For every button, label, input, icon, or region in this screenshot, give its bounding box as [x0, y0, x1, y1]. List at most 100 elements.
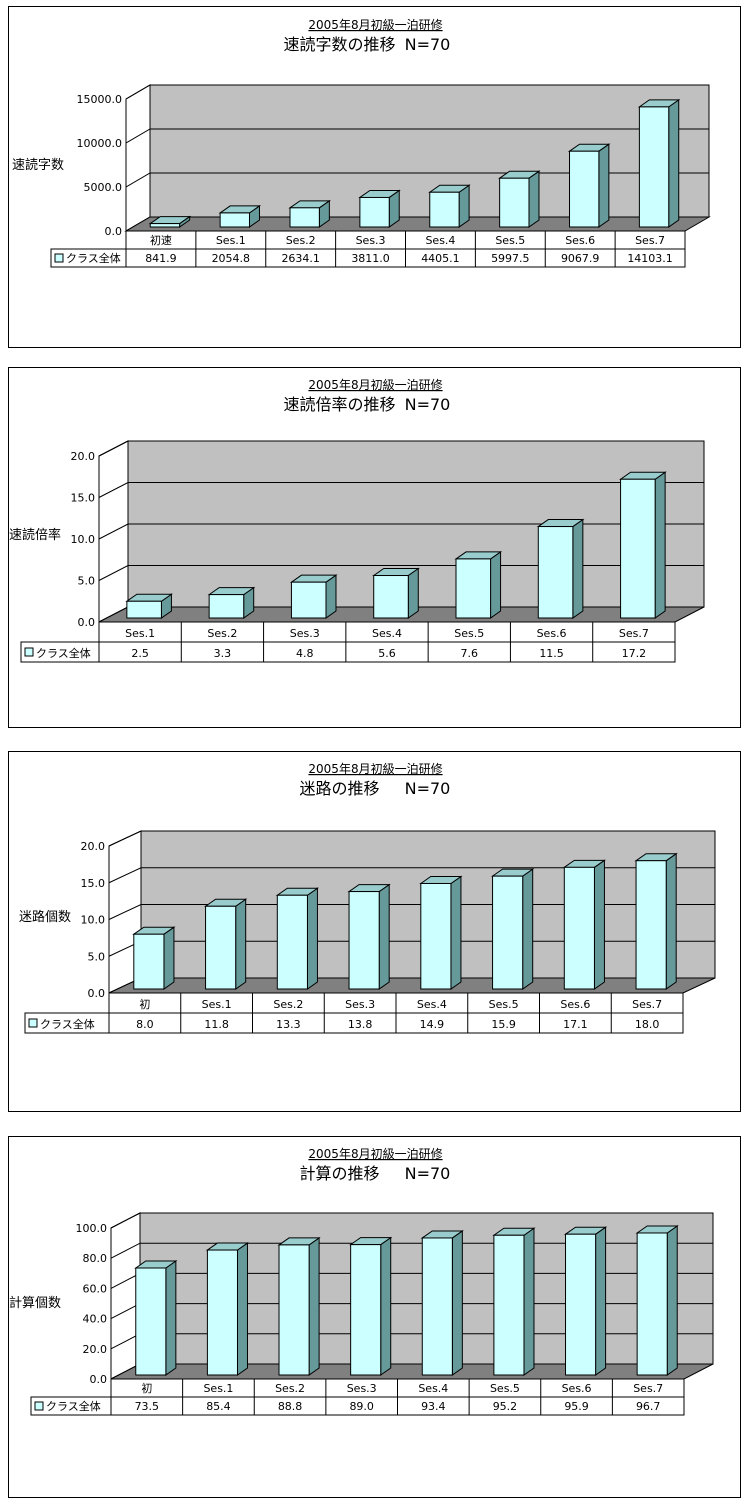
y-tick-label: 80.0	[83, 1252, 108, 1265]
bar-side	[236, 1242, 248, 1376]
bar-side	[595, 1226, 607, 1376]
data-label: 11.8	[204, 1018, 229, 1031]
gridline	[125, 128, 709, 144]
x-tick-label: Ses.1	[216, 234, 246, 247]
chart-subtitle: 2005年8月初級一泊研修	[308, 1146, 442, 1161]
y-tick-label: 20.0	[83, 1343, 108, 1356]
data-label: 13.3	[276, 1018, 301, 1031]
y-tick-label: 15.0	[71, 492, 96, 505]
x-tick-label: Ses.5	[489, 998, 519, 1011]
bar	[135, 1267, 167, 1376]
y-tick-label: 5.0	[78, 575, 96, 588]
gridline	[98, 440, 704, 457]
bar-side	[450, 875, 462, 990]
y-tick-label: 10.0	[81, 914, 106, 927]
bar-side	[308, 1236, 320, 1376]
bar	[205, 905, 237, 990]
gridline	[98, 565, 704, 581]
legend-label: クラス全体	[46, 1399, 101, 1413]
data-label: 3.3	[214, 647, 232, 660]
x-tick-label: Ses.6	[560, 998, 590, 1011]
data-label: 841.9	[145, 252, 177, 265]
bar	[635, 860, 667, 990]
y-tick-label: 0.0	[88, 987, 106, 1000]
gridline	[108, 867, 715, 884]
x-tick-label: Ses.4	[418, 1382, 448, 1395]
data-label: 93.4	[421, 1400, 446, 1413]
x-tick-label: Ses.3	[290, 627, 320, 640]
data-label: 17.1	[563, 1018, 588, 1031]
x-tick-label: Ses.2	[286, 234, 316, 247]
legend-swatch	[54, 253, 64, 263]
bar-side	[306, 887, 318, 990]
bar-side	[572, 518, 584, 619]
gridline	[98, 523, 704, 540]
bar	[276, 894, 308, 990]
bar-side	[490, 550, 502, 619]
y-tick-label: 20.0	[71, 450, 96, 463]
chart-subtitle: 2005年8月初級一泊研修	[308, 17, 442, 32]
y-tick-label: 0.0	[90, 1373, 108, 1386]
bar	[455, 558, 492, 619]
data-label: 3811.0	[351, 252, 390, 265]
bar-side	[668, 98, 680, 228]
x-tick-label: Ses.3	[345, 998, 375, 1011]
chart-subtitle: 2005年8月初級一泊研修	[308, 377, 442, 392]
data-label: 88.8	[278, 1400, 303, 1413]
data-label: 5.6	[378, 647, 396, 660]
data-label: 11.5	[539, 647, 564, 660]
gridline	[108, 830, 715, 847]
bar	[348, 891, 380, 990]
data-label: 4.8	[296, 647, 314, 660]
y-axis-label: 速読倍率	[9, 527, 61, 543]
bar	[492, 875, 524, 990]
plot-floor	[108, 977, 716, 994]
bar	[133, 933, 165, 990]
data-label: 8.0	[136, 1018, 154, 1031]
bar	[206, 1249, 238, 1376]
legend-swatch	[28, 1018, 38, 1028]
bar-side	[593, 859, 605, 990]
bar	[537, 526, 574, 619]
bar	[620, 478, 656, 619]
table-value-row	[30, 1396, 685, 1416]
chart-panel-reading-ratio: 2005年8月初級一泊研修 速読倍率の推移 N=70 速読倍率 0.0 5.0 10.0 15…	[8, 367, 741, 728]
data-label: 14103.1	[627, 252, 673, 265]
x-tick-label: Ses.5	[490, 1382, 520, 1395]
bar-side	[380, 1236, 392, 1376]
bar-side	[523, 1227, 535, 1376]
y-tick-label: 40.0	[83, 1313, 108, 1326]
chart-n-label: N=70	[405, 35, 451, 54]
table-value-row	[20, 641, 676, 663]
bar	[149, 223, 181, 228]
x-tick-label: Ses.2	[273, 998, 303, 1011]
x-tick-label: Ses.7	[633, 1382, 663, 1395]
y-tick-label: 5.0	[88, 950, 106, 963]
chart-subtitle: 2005年8月初級一泊研修	[308, 761, 442, 776]
y-tick-label: 60.0	[83, 1282, 108, 1295]
data-label: 95.2	[493, 1400, 518, 1413]
data-label: 17.2	[622, 647, 647, 660]
bar	[373, 575, 409, 619]
x-tick-label: Ses.6	[562, 1382, 592, 1395]
data-label: 2054.8	[212, 252, 251, 265]
bar-side	[654, 471, 666, 619]
chart-n-label: N=70	[405, 1164, 451, 1183]
x-tick-label: Ses.4	[417, 998, 447, 1011]
chart-title: 速読倍率の推移	[283, 395, 395, 414]
x-tick-label: Ses.7	[619, 627, 649, 640]
data-label: 15.9	[491, 1018, 516, 1031]
x-tick-label: Ses.7	[635, 234, 665, 247]
bar-side	[378, 883, 390, 990]
x-tick-label: Ses.4	[372, 627, 402, 640]
x-tick-label: Ses.5	[495, 234, 525, 247]
bar	[569, 150, 600, 228]
y-tick-label: 15000.0	[77, 93, 123, 106]
gridline	[110, 1212, 713, 1229]
data-label: 13.8	[348, 1018, 373, 1031]
y-axis-label: 速読字数	[12, 157, 64, 173]
y-tick-label: 10000.0	[77, 137, 123, 150]
y-tick-label: 15.0	[81, 877, 106, 890]
y-tick-label: 0.0	[78, 616, 96, 629]
